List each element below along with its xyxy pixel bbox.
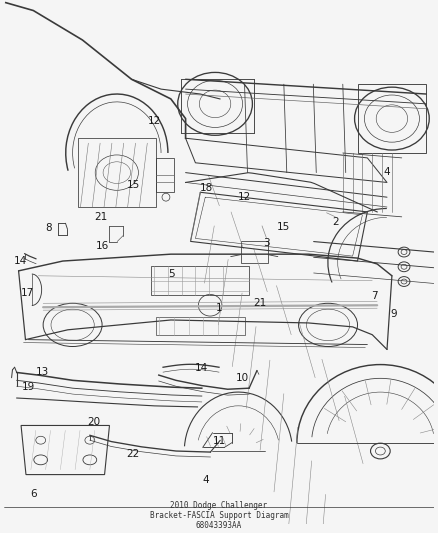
Text: 12: 12: [148, 116, 161, 126]
Text: 4: 4: [384, 167, 390, 177]
Bar: [151, 266, 250, 295]
Text: 2: 2: [332, 217, 339, 227]
Bar: [156, 158, 174, 192]
Text: 5: 5: [168, 269, 175, 279]
Bar: [156, 317, 244, 335]
Text: 17: 17: [21, 288, 34, 298]
Text: 1: 1: [215, 303, 223, 312]
Text: 14: 14: [14, 256, 27, 266]
Bar: [357, 84, 426, 153]
Bar: [78, 138, 156, 207]
Text: 13: 13: [36, 367, 49, 377]
Text: 20: 20: [88, 417, 101, 427]
Text: 3: 3: [263, 238, 270, 248]
Text: 11: 11: [212, 435, 226, 446]
Text: 7: 7: [371, 290, 378, 301]
Text: 14: 14: [195, 364, 208, 373]
Text: 12: 12: [238, 192, 251, 202]
Bar: [240, 241, 268, 263]
Text: 18: 18: [199, 183, 213, 192]
Text: 19: 19: [22, 382, 35, 392]
Text: 16: 16: [96, 241, 110, 251]
Text: 15: 15: [126, 180, 140, 190]
Text: 15: 15: [277, 222, 290, 232]
Text: 21: 21: [94, 212, 107, 222]
Text: 10: 10: [236, 373, 249, 383]
Text: 2010 Dodge Challenger
Bracket-FASCIA Support Diagram
68043393AA: 2010 Dodge Challenger Bracket-FASCIA Sup…: [150, 500, 288, 530]
Text: 21: 21: [253, 298, 266, 308]
Text: 9: 9: [390, 309, 396, 319]
Text: 22: 22: [126, 449, 140, 458]
Text: 4: 4: [203, 475, 209, 485]
Text: 8: 8: [46, 223, 52, 233]
Text: 6: 6: [30, 489, 36, 499]
